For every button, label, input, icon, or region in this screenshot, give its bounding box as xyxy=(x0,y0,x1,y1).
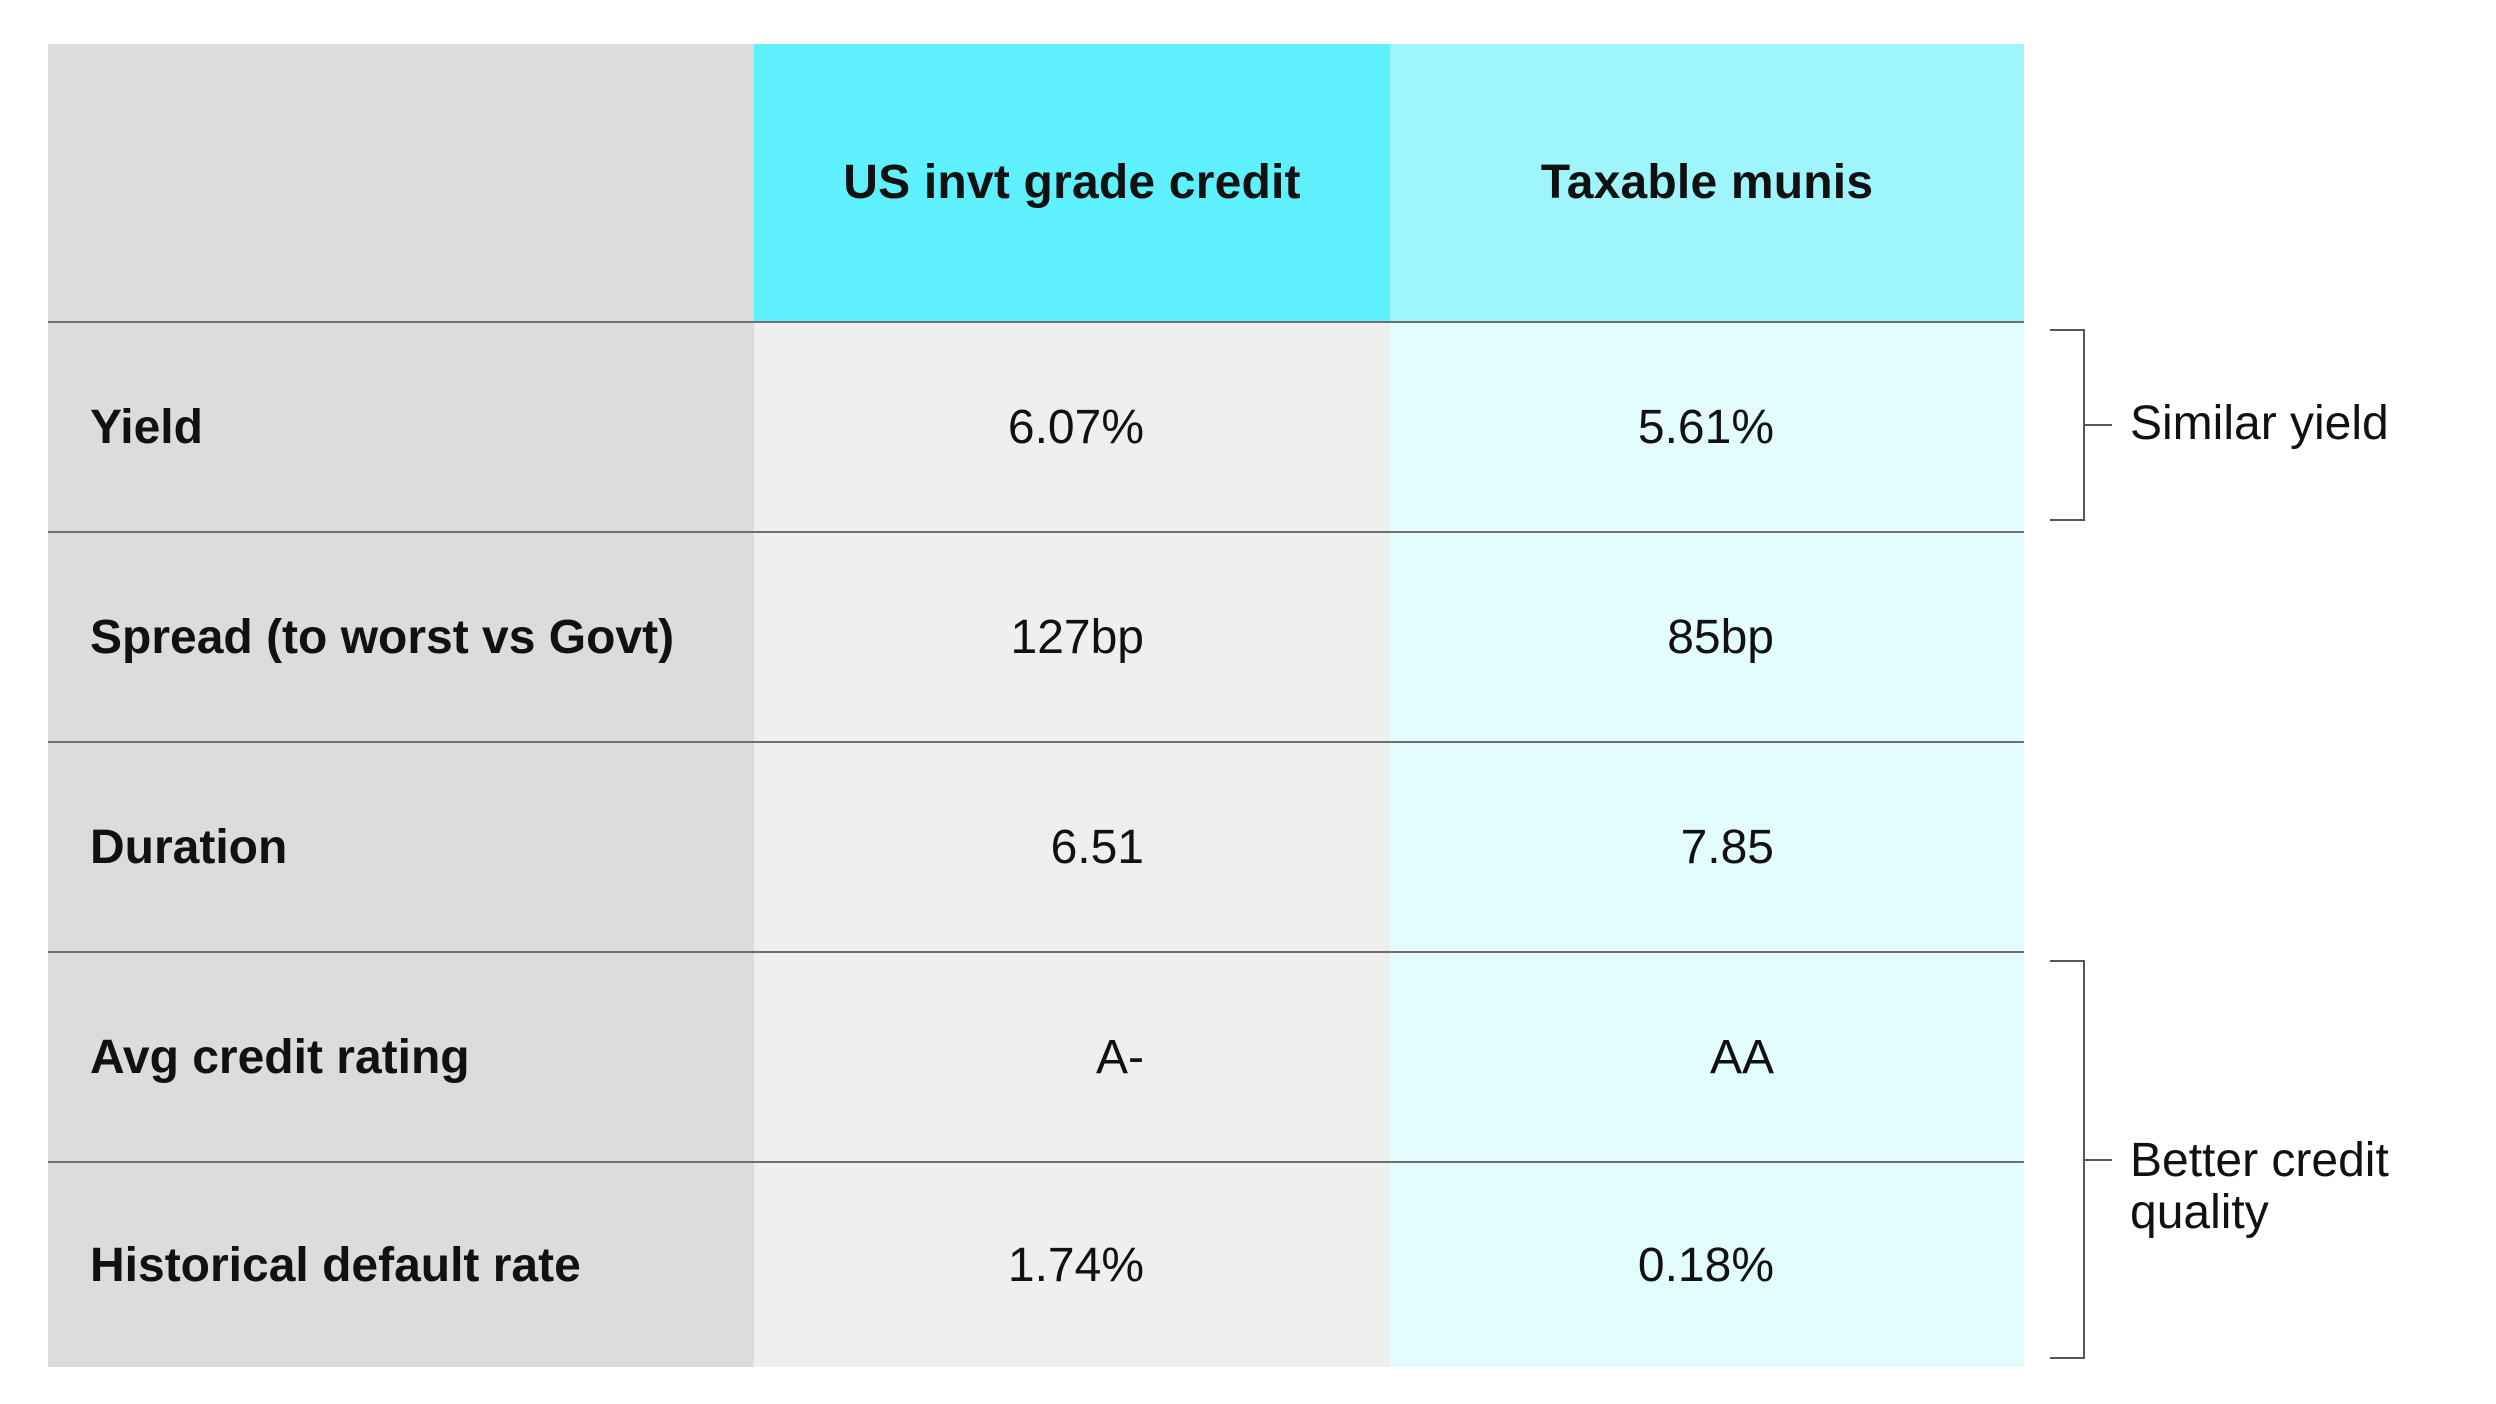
header-us-invt-grade-credit-label: US invt grade credit xyxy=(843,156,1301,209)
similar-yield-text: Similar yield xyxy=(2130,397,2389,450)
better-credit-quality-line-2: quality xyxy=(2130,1186,2269,1239)
taxable-munis-value: AA xyxy=(1390,953,2024,1161)
row-label: Yield xyxy=(48,323,754,531)
table-row-spread: Spread (to worst vs Govt) 127bp 85bp xyxy=(48,531,2024,741)
us-invt-grade-credit-value: 6.07% xyxy=(754,323,1390,531)
table-row-avg-credit-rating: Avg credit rating A- AA xyxy=(48,951,2024,1161)
row-label: Historical default rate xyxy=(48,1163,754,1367)
similar-yield-bracket xyxy=(2050,329,2112,521)
taxable-munis-value: 5.61% xyxy=(1390,323,2024,531)
better-credit-quality-line-1: Better credit xyxy=(2130,1134,2389,1187)
table-row-duration: Duration 6.51 7.85 xyxy=(48,741,2024,951)
similar-yield-annotation: Similar yield xyxy=(2130,398,2389,450)
us-invt-grade-credit-value: 1.74% xyxy=(754,1163,1390,1367)
row-label: Duration xyxy=(48,743,754,951)
table-row-historical-default-rate: Historical default rate 1.74% 0.18% xyxy=(48,1161,2024,1367)
taxable-munis-value: 0.18% xyxy=(1390,1163,2024,1367)
better-credit-quality-annotation: Better credit quality xyxy=(2130,1135,2389,1239)
header-empty-cell xyxy=(48,44,754,321)
us-invt-grade-credit-value: 6.51 xyxy=(754,743,1390,951)
header-taxable-munis: Taxable munis xyxy=(1390,44,2024,321)
row-label: Avg credit rating xyxy=(48,953,754,1161)
header-us-invt-grade-credit: US invt grade credit xyxy=(754,44,1390,321)
better-credit-quality-bracket xyxy=(2050,960,2112,1359)
table-row-yield: Yield 6.07% 5.61% xyxy=(48,321,2024,531)
us-invt-grade-credit-value: A- xyxy=(754,953,1390,1161)
header-taxable-munis-label: Taxable munis xyxy=(1540,156,1874,209)
taxable-munis-value: 85bp xyxy=(1390,533,2024,741)
table-header-row: US invt grade credit Taxable munis xyxy=(48,44,2024,321)
row-label: Spread (to worst vs Govt) xyxy=(48,533,754,741)
comparison-table: US invt grade credit Taxable munis Yield… xyxy=(48,44,2024,1367)
us-invt-grade-credit-value: 127bp xyxy=(754,533,1390,741)
taxable-munis-value: 7.85 xyxy=(1390,743,2024,951)
